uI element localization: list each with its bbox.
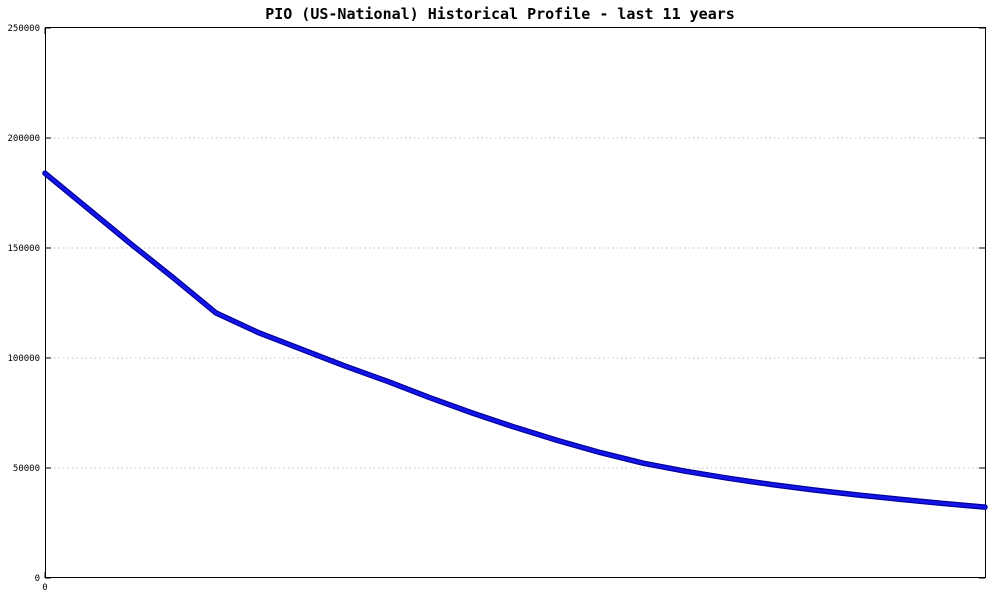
chart-title: PIO (US-National) Historical Profile - l… <box>265 5 735 23</box>
y-tick-label: 50000 <box>13 464 40 474</box>
x-tick-label: 0 <box>42 583 47 593</box>
y-tick-label: 0 <box>35 574 40 584</box>
y-tick-label: 200000 <box>7 134 40 144</box>
y-tick-label: 150000 <box>7 244 40 254</box>
y-tick-label: 250000 <box>7 24 40 34</box>
y-tick-label: 100000 <box>7 354 40 364</box>
plot-frame <box>45 27 986 578</box>
series-line <box>43 171 987 509</box>
series-line-edge <box>42 170 988 510</box>
